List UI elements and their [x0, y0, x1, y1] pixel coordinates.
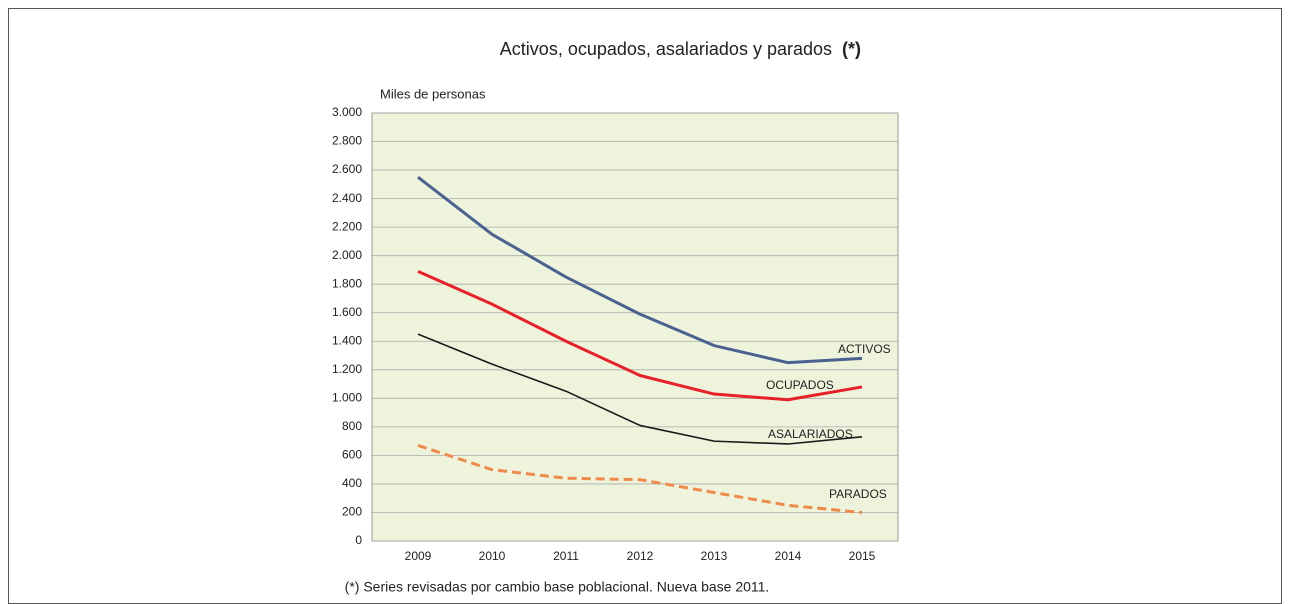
y-tick-label: 200	[342, 505, 362, 519]
y-tick-label: 1.400	[332, 333, 362, 347]
x-tick-label: 2012	[627, 549, 654, 563]
x-tick-label: 2014	[775, 549, 802, 563]
y-tick-label: 1.800	[332, 276, 362, 290]
y-tick-label: 600	[342, 448, 362, 462]
y-tick-label: 2.200	[332, 219, 362, 233]
series-label: PARADOS	[829, 487, 887, 501]
series-line	[417, 333, 863, 445]
series-label: ASALARIADOS	[768, 427, 853, 441]
series-line	[417, 176, 863, 365]
y-tick-label: 800	[342, 419, 362, 433]
plot-area	[371, 112, 899, 542]
title-note: (*)	[842, 39, 861, 59]
series-line	[417, 443, 863, 514]
y-tick-label: 2.800	[332, 134, 362, 148]
y-tick-label: 2.400	[332, 191, 362, 205]
chart-title: Activos, ocupados, asalariados y parados	[500, 39, 832, 59]
y-tick-label: 3.000	[332, 105, 362, 119]
x-tick-label: 2011	[553, 549, 579, 563]
y-tick-label: 1.000	[332, 391, 362, 405]
series-label: OCUPADOS	[766, 378, 834, 392]
series-line	[417, 269, 863, 402]
y-tick-label: 1.600	[332, 305, 362, 319]
x-tick-label: 2010	[479, 549, 506, 563]
y-tick-label: 0	[355, 533, 362, 547]
x-tick-label: 2009	[405, 549, 432, 563]
y-axis-label: Miles de personas	[380, 86, 486, 101]
y-tick-label: 400	[342, 476, 362, 490]
footnote: (*) Series revisadas por cambio base pob…	[345, 579, 770, 595]
y-tick-label: 2.000	[332, 248, 362, 262]
y-tick-label: 2.600	[332, 162, 362, 176]
series-label: ACTIVOS	[838, 342, 891, 356]
y-tick-label: 1.200	[332, 362, 362, 376]
x-tick-label: 2015	[849, 549, 876, 563]
x-tick-label: 2013	[701, 549, 728, 563]
